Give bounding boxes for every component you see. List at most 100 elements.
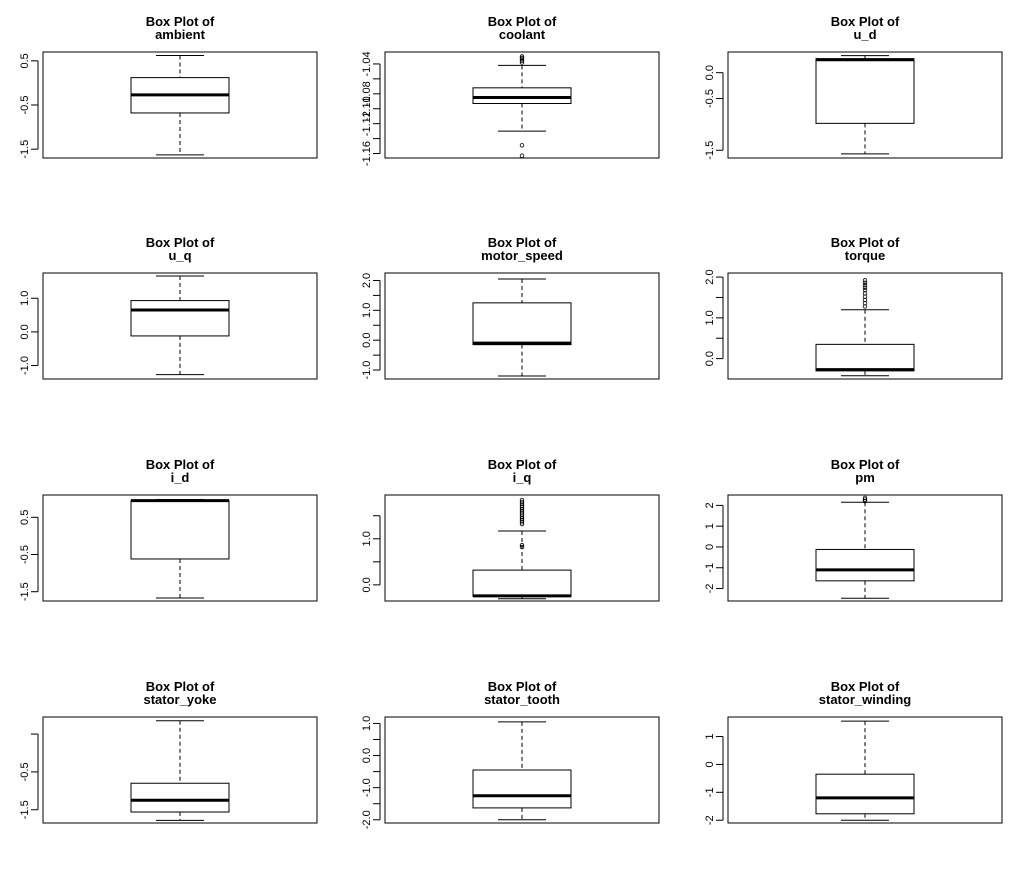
chart-subtitle: stator_yoke: [144, 692, 217, 707]
y-tick-label: 0.0: [361, 333, 373, 348]
y-tick-label: 0.0: [361, 748, 373, 763]
chart-subtitle: stator_winding: [819, 692, 912, 707]
y-tick-label: 0.0: [704, 65, 716, 80]
chart-title: Box Plot of: [488, 14, 557, 29]
outlier-point: [862, 495, 868, 501]
box-plot-panel-u_d: Box Plot ofu_d 0.0 -0.5 -1.5: [704, 14, 1003, 160]
y-tick-label: -1.0: [361, 361, 373, 380]
y-tick-label: -0.5: [19, 96, 31, 115]
y-tick-label: -1: [704, 787, 716, 797]
y-tick-label: 2.0: [704, 269, 716, 284]
y-tick-label: 1.0: [361, 303, 373, 318]
plot-frame: [384, 51, 660, 159]
y-tick-label: -1.0: [361, 778, 373, 797]
iqr-box: [472, 769, 572, 809]
chart-subtitle: motor_speed: [481, 248, 563, 263]
chart-title: Box Plot of: [831, 457, 900, 472]
y-tick-label: 0.5: [19, 510, 31, 525]
y-tick-label: 0.0: [361, 577, 373, 592]
y-tick-label: 1.0: [19, 291, 31, 306]
outlier-point: [519, 497, 525, 503]
iqr-box: [815, 58, 915, 124]
outlier-point: [519, 54, 525, 59]
y-tick-label: 2.0: [361, 273, 373, 288]
outlier-point: [862, 497, 868, 502]
y-tick-label: 0.0: [19, 324, 31, 339]
outlier-point: [519, 544, 525, 550]
outlier-point: [519, 60, 525, 65]
iqr-box: [472, 569, 572, 597]
outlier-point: [862, 285, 868, 290]
outlier-point: [519, 543, 525, 548]
chart-title: Box Plot of: [146, 14, 215, 29]
chart-title: Box Plot of: [488, 235, 557, 250]
y-tick-label: -1.5: [19, 800, 31, 819]
y-tick-label: -0.5: [19, 762, 31, 781]
chart-title: Box Plot of: [146, 235, 215, 250]
outlier-point: [519, 499, 525, 505]
y-tick-label: -1.04: [361, 51, 373, 76]
y-tick-label: 1: [704, 523, 716, 529]
y-tick-label: -0.5: [19, 545, 31, 564]
iqr-box: [130, 500, 230, 560]
chart-title: Box Plot of: [831, 14, 900, 29]
chart-title: Box Plot of: [146, 679, 215, 694]
plot-frame: [42, 51, 318, 159]
iqr-box: [472, 302, 572, 346]
y-tick-label: -2: [704, 584, 716, 594]
y-tick-label: -0.5: [704, 89, 716, 108]
chart-subtitle: torque: [845, 248, 885, 263]
chart-subtitle: i_d: [171, 470, 190, 485]
y-tick-label: 1.0: [361, 716, 373, 731]
outlier-point: [862, 280, 868, 285]
outlier-point: [519, 55, 525, 61]
plot-frame: [42, 716, 318, 824]
iqr-box: [815, 548, 915, 582]
iqr-box: [815, 773, 915, 815]
iqr-box: [130, 782, 230, 813]
y-tick-label: 1.0: [704, 310, 716, 325]
y-tick-label: 0.0: [704, 351, 716, 366]
outlier-point: [862, 287, 868, 293]
plot-frame: [384, 272, 660, 380]
y-tick-label: 0.5: [19, 53, 31, 68]
y-tick-label: -1.5: [704, 141, 716, 160]
y-tick-label: -1.10: [361, 96, 373, 121]
y-tick-label: -2.0: [361, 810, 373, 829]
chart-title: Box Plot of: [831, 235, 900, 250]
y-tick-label: -1.5: [19, 140, 31, 159]
outlier-point: [519, 57, 525, 62]
chart-title: Box Plot of: [831, 679, 900, 694]
chart-subtitle: coolant: [499, 27, 546, 42]
plot-frame: [727, 272, 1003, 380]
chart-subtitle: ambient: [155, 27, 206, 42]
iqr-box: [472, 87, 572, 105]
plot-frame: [384, 716, 660, 824]
chart-title: Box Plot of: [488, 457, 557, 472]
plot-frame: [42, 494, 318, 602]
plot-frame: [42, 272, 318, 380]
y-tick-label: 0: [704, 761, 716, 767]
y-tick-label: -1.08: [361, 81, 373, 106]
chart-subtitle: u_q: [168, 248, 191, 263]
outlier-point: [519, 143, 525, 148]
y-tick-label: 0: [704, 544, 716, 550]
outlier-point: [519, 153, 525, 158]
plot-frame: [384, 494, 660, 602]
y-tick-label: -1.12: [361, 111, 373, 136]
iqr-box: [815, 343, 915, 372]
outlier-point: [519, 58, 525, 64]
chart-subtitle: u_d: [853, 27, 876, 42]
y-tick-label: -1.5: [19, 582, 31, 601]
y-tick-label: 2: [704, 502, 716, 508]
plot-frame: [727, 716, 1003, 824]
chart-subtitle: stator_tooth: [484, 692, 560, 707]
y-tick-label: -1.16: [361, 141, 373, 166]
